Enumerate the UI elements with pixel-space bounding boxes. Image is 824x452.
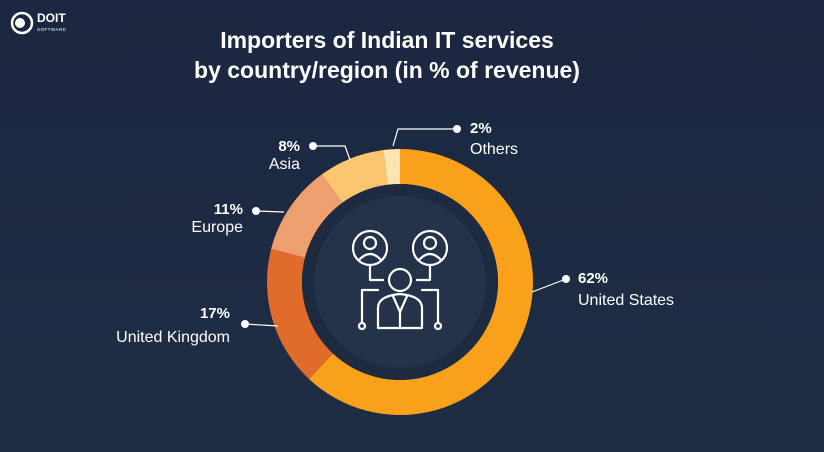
donut-slice [271,174,343,258]
donut [267,149,533,415]
value-label: 17% [200,305,230,322]
donut-slice [321,150,388,203]
category-label: Europe [191,219,243,236]
inner-disc [314,196,486,368]
category-label: United States [578,292,674,309]
leader-line [313,145,351,161]
chart-title: Importers of Indian IT services [220,27,554,53]
value-label: 2% [470,120,492,137]
leader-dot [309,142,317,150]
leader-dot [453,125,461,133]
leader-dot [241,320,249,328]
value-label: 11% [214,201,243,218]
leader-line [531,278,567,293]
value-label: 62% [578,270,608,287]
leader-dot [252,207,260,215]
logo-mark [10,11,34,35]
category-label: Asia [269,156,300,173]
donut-slice [383,149,400,185]
leader-line [244,323,279,327]
leader-line [255,210,285,213]
leader-line [392,128,457,147]
donut-slice [308,149,533,415]
logo-tagline: SOFTWARE [37,27,66,32]
logo-name: DOIT [37,11,66,25]
category-label: United Kingdom [116,329,230,346]
value-label: 8% [278,138,300,155]
donut-slice [267,248,333,379]
logo: DOIT SOFTWARE [10,11,66,35]
chart-title: by country/region (in % of revenue) [194,57,580,83]
leader-dot [562,275,570,283]
center-icon [351,229,449,331]
category-label: Others [470,141,518,158]
logo-mark-dot [15,18,25,28]
